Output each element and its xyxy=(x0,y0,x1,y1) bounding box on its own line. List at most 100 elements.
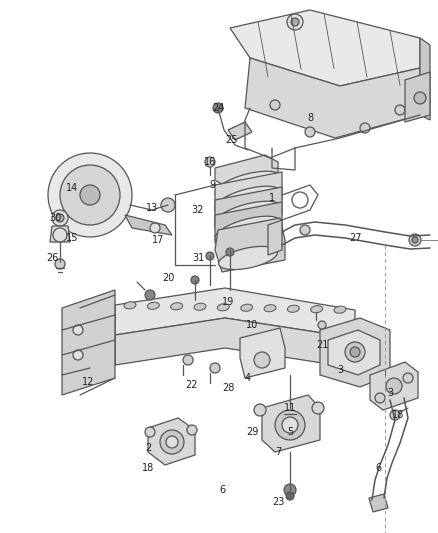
Circle shape xyxy=(55,259,65,269)
Text: 13: 13 xyxy=(146,203,158,213)
Polygon shape xyxy=(215,155,278,188)
Text: 18: 18 xyxy=(392,410,404,420)
Ellipse shape xyxy=(147,302,159,309)
Circle shape xyxy=(60,165,120,225)
Circle shape xyxy=(52,210,68,226)
Circle shape xyxy=(412,237,418,243)
Polygon shape xyxy=(115,318,355,368)
Ellipse shape xyxy=(334,306,346,313)
Text: 23: 23 xyxy=(272,497,284,507)
Text: 19: 19 xyxy=(222,297,234,307)
Ellipse shape xyxy=(215,186,281,214)
Circle shape xyxy=(386,378,402,394)
Polygon shape xyxy=(240,328,285,378)
Ellipse shape xyxy=(219,246,277,270)
Text: 6: 6 xyxy=(375,463,381,473)
Polygon shape xyxy=(262,395,320,452)
Ellipse shape xyxy=(194,303,206,310)
Polygon shape xyxy=(62,290,115,395)
Polygon shape xyxy=(215,187,282,228)
Text: 20: 20 xyxy=(162,273,174,283)
Ellipse shape xyxy=(171,303,183,310)
Ellipse shape xyxy=(217,304,230,311)
Circle shape xyxy=(350,347,360,357)
Circle shape xyxy=(312,402,324,414)
Polygon shape xyxy=(405,72,430,122)
Text: 21: 21 xyxy=(316,340,328,350)
Text: 11: 11 xyxy=(284,403,296,413)
Circle shape xyxy=(48,153,132,237)
Text: 30: 30 xyxy=(49,213,61,223)
Circle shape xyxy=(206,252,214,260)
Circle shape xyxy=(210,363,220,373)
Ellipse shape xyxy=(287,305,299,312)
Ellipse shape xyxy=(241,304,253,311)
Text: 1: 1 xyxy=(269,193,275,203)
Polygon shape xyxy=(115,288,355,338)
Text: 29: 29 xyxy=(246,427,258,437)
Polygon shape xyxy=(215,218,285,272)
Circle shape xyxy=(270,100,280,110)
Circle shape xyxy=(360,123,370,133)
Circle shape xyxy=(205,157,215,167)
Text: 27: 27 xyxy=(349,233,361,243)
Text: 4: 4 xyxy=(245,373,251,383)
Circle shape xyxy=(73,350,83,360)
Circle shape xyxy=(300,225,310,235)
Polygon shape xyxy=(50,226,70,242)
Polygon shape xyxy=(268,220,282,255)
Text: 12: 12 xyxy=(82,377,94,387)
Polygon shape xyxy=(228,122,252,140)
Circle shape xyxy=(183,355,193,365)
Text: 17: 17 xyxy=(152,235,164,245)
Text: 31: 31 xyxy=(192,253,204,263)
Ellipse shape xyxy=(264,305,276,312)
Text: 3: 3 xyxy=(337,365,343,375)
Polygon shape xyxy=(420,38,430,120)
Circle shape xyxy=(282,417,298,433)
Text: 18: 18 xyxy=(142,463,154,473)
Circle shape xyxy=(166,436,178,448)
Circle shape xyxy=(73,325,83,335)
Circle shape xyxy=(275,410,305,440)
Ellipse shape xyxy=(124,302,136,309)
Text: 25: 25 xyxy=(226,135,238,145)
Polygon shape xyxy=(125,215,172,235)
Circle shape xyxy=(145,290,155,300)
Polygon shape xyxy=(100,305,115,380)
Text: 22: 22 xyxy=(186,380,198,390)
Circle shape xyxy=(80,185,100,205)
Text: 15: 15 xyxy=(66,233,78,243)
Ellipse shape xyxy=(215,216,281,244)
Text: 26: 26 xyxy=(46,253,58,263)
Ellipse shape xyxy=(215,201,281,229)
Circle shape xyxy=(318,321,326,329)
Circle shape xyxy=(291,18,299,26)
Circle shape xyxy=(395,105,405,115)
Circle shape xyxy=(284,402,296,414)
Circle shape xyxy=(187,425,197,435)
Text: 6: 6 xyxy=(219,485,225,495)
Circle shape xyxy=(375,393,385,403)
Circle shape xyxy=(409,234,421,246)
Circle shape xyxy=(160,430,184,454)
Polygon shape xyxy=(215,202,282,243)
Circle shape xyxy=(145,427,155,437)
Polygon shape xyxy=(148,418,195,465)
Polygon shape xyxy=(245,58,420,138)
Circle shape xyxy=(345,342,365,362)
Circle shape xyxy=(287,14,303,30)
Ellipse shape xyxy=(311,305,323,313)
Circle shape xyxy=(56,214,64,222)
Polygon shape xyxy=(328,330,380,375)
Circle shape xyxy=(390,410,400,420)
Text: 3: 3 xyxy=(387,388,393,398)
Text: 24: 24 xyxy=(212,103,224,113)
Circle shape xyxy=(414,92,426,104)
Polygon shape xyxy=(215,172,282,213)
Polygon shape xyxy=(369,494,388,512)
Circle shape xyxy=(213,103,223,113)
Text: 2: 2 xyxy=(145,443,151,453)
Text: 9: 9 xyxy=(209,180,215,190)
Ellipse shape xyxy=(215,171,281,199)
